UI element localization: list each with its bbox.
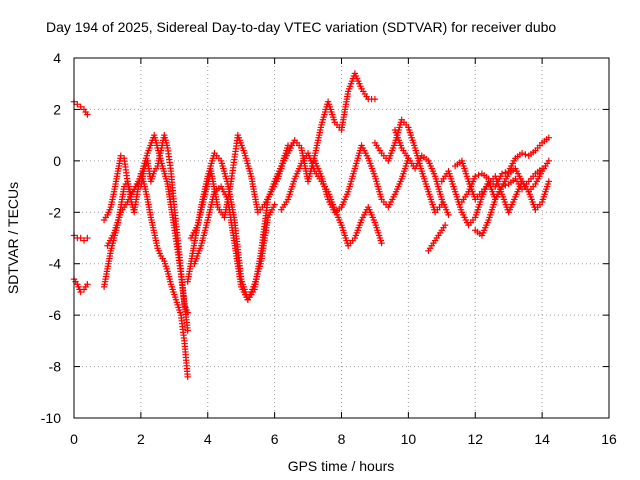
x-tick-label: 8 <box>338 431 346 447</box>
data-point <box>184 327 191 334</box>
data-point <box>472 173 479 180</box>
data-point <box>84 281 91 288</box>
series-seg18 <box>458 134 553 206</box>
data-point <box>77 288 84 296</box>
data-points <box>70 70 553 381</box>
x-axis-label: GPS time / hours <box>288 458 395 474</box>
y-tick-label: -10 <box>41 410 61 426</box>
series-seg11 <box>278 149 385 249</box>
y-tick-label: 4 <box>53 50 61 66</box>
data-point <box>502 169 509 176</box>
series-seg15 <box>425 221 449 255</box>
series-seg14 <box>391 126 452 219</box>
x-tick-label: 4 <box>204 431 212 447</box>
series-seg19 <box>472 165 546 239</box>
series-seg10 <box>271 70 379 185</box>
data-point <box>545 178 553 185</box>
data-point <box>74 101 81 108</box>
data-point <box>498 183 506 190</box>
data-point <box>84 111 91 118</box>
series-seg12 <box>311 142 412 216</box>
data-point <box>475 171 482 179</box>
y-tick-label: -6 <box>49 307 62 323</box>
data-point <box>518 149 526 157</box>
series-seg1 <box>70 98 91 118</box>
x-tick-label: 0 <box>70 431 78 447</box>
data-point <box>271 201 278 208</box>
y-tick-label: -8 <box>49 359 62 375</box>
x-tick-labels: 0 2 4 6 8 10 12 14 16 <box>70 431 617 447</box>
data-point <box>184 373 191 381</box>
data-point <box>538 165 546 172</box>
data-point <box>84 234 91 242</box>
data-point <box>378 239 385 247</box>
y-tick-label: 0 <box>53 153 61 169</box>
data-point <box>445 211 452 219</box>
data-point <box>545 157 553 165</box>
data-point <box>498 170 506 177</box>
series-seg9 <box>191 183 278 303</box>
chart-title: Day 194 of 2025, Sidereal Day-to-day VTE… <box>46 19 556 35</box>
data-point <box>117 152 125 159</box>
x-tick-label: 16 <box>601 431 617 447</box>
data-point <box>80 237 88 244</box>
x-tick-label: 14 <box>534 431 550 447</box>
x-tick-label: 12 <box>467 431 483 447</box>
y-axis-label: SDTVAR / TECUs <box>5 182 21 294</box>
axis-ticks <box>73 57 610 419</box>
grid-lines <box>74 58 609 418</box>
data-point <box>77 234 84 242</box>
data-point <box>371 95 379 103</box>
x-tick-label: 10 <box>401 431 417 447</box>
data-point <box>441 221 449 229</box>
data-point <box>77 103 84 111</box>
y-tick-label: -2 <box>49 204 62 220</box>
data-point <box>502 182 509 189</box>
data-point <box>545 134 553 141</box>
x-tick-label: 6 <box>271 431 279 447</box>
y-tick-labels: 4 2 0 -2 -4 -6 -8 -10 <box>41 50 61 426</box>
y-tick-label: -4 <box>49 256 62 272</box>
y-tick-label: 2 <box>53 101 61 117</box>
data-point <box>522 151 529 158</box>
x-tick-label: 2 <box>137 431 145 447</box>
series-seg13 <box>371 116 446 216</box>
series-seg6 <box>104 131 191 334</box>
